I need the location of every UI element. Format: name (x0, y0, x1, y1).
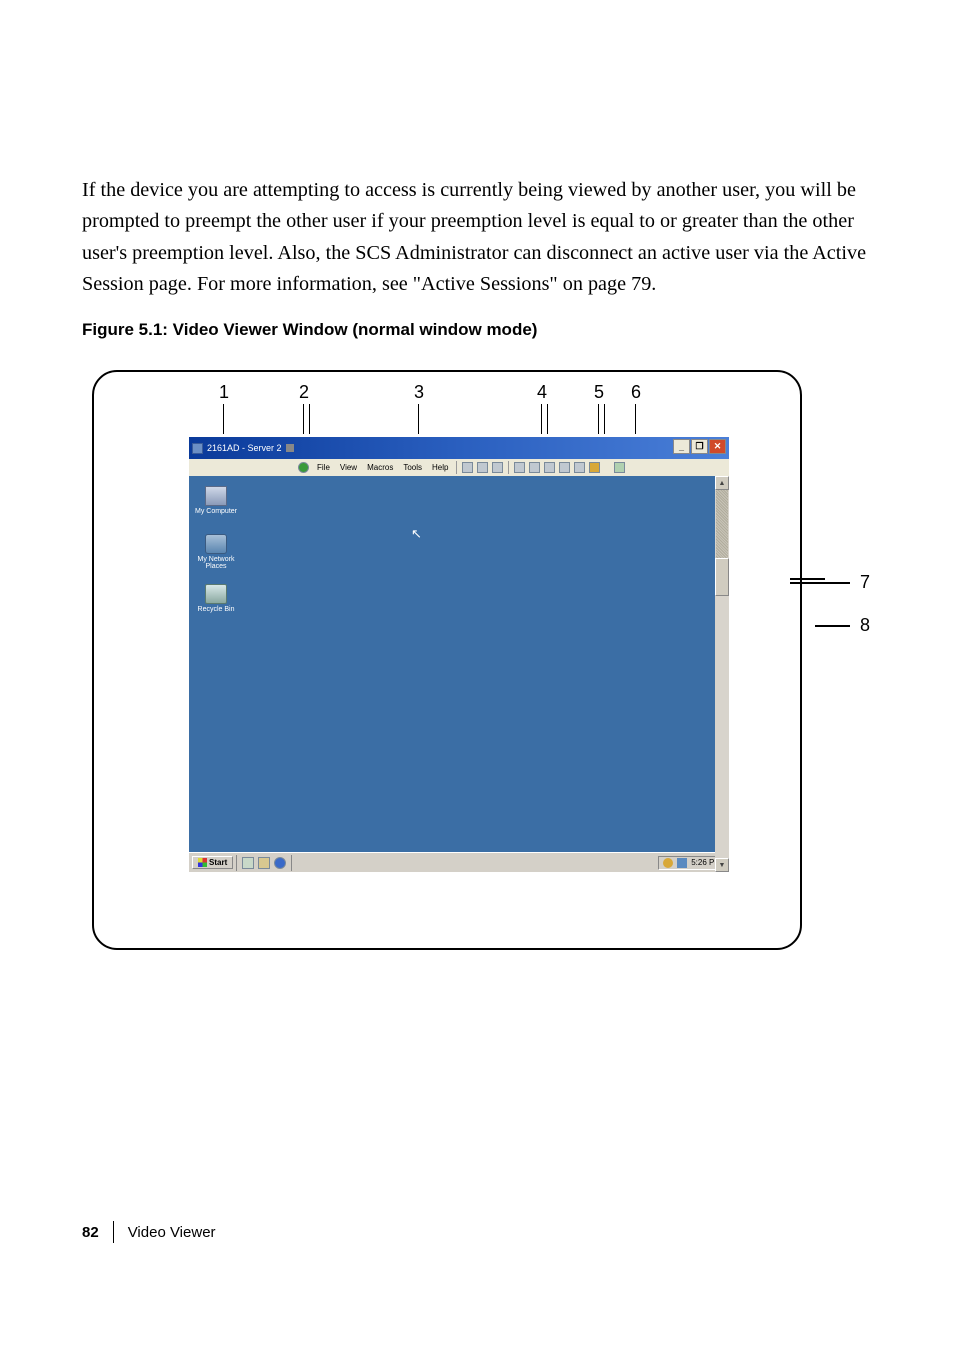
callout-7: 7 (860, 572, 870, 593)
callout-7-line (790, 582, 850, 583)
callout-5: 5 (594, 382, 604, 403)
callout-8: 8 (860, 615, 870, 636)
callout-8-line (815, 625, 850, 626)
align-local-cursor-icon[interactable] (462, 462, 473, 473)
tray-icon-2[interactable] (677, 858, 687, 868)
menu-help[interactable]: Help (427, 463, 453, 472)
callout-6-line (635, 404, 636, 434)
callouts-top: 1 2 3 4 5 6 (149, 382, 745, 437)
desktop-icon-recycle[interactable]: Recycle Bin (191, 584, 241, 613)
macro-button-icon[interactable] (514, 462, 525, 473)
show-desktop-icon[interactable] (242, 857, 254, 869)
callout-1: 1 (219, 382, 229, 403)
refresh-icon[interactable] (477, 462, 488, 473)
recycle-icon (205, 584, 227, 604)
ql-divider-2 (291, 855, 292, 871)
desktop-icon-label: Recycle Bin (191, 606, 241, 613)
minimize-button[interactable]: _ (673, 439, 690, 454)
video-viewer-window: 2161AD - Server 2 _ ❐ ✕ File View Macros… (189, 437, 729, 872)
page-number: 82 (82, 1224, 99, 1241)
section-name: Video Viewer (128, 1224, 216, 1241)
callout-1-line (223, 404, 224, 434)
window-buttons: _ ❐ ✕ (673, 439, 726, 454)
callout-7-line-b (790, 578, 825, 579)
callout-3: 3 (414, 382, 424, 403)
paragraph-text: If the device you are attempting to acce… (82, 175, 872, 300)
macro-button-icon-4[interactable] (559, 462, 570, 473)
callout-2-line-b (309, 404, 310, 434)
figure-container: 1 2 3 4 5 6 7 8 21 (92, 370, 802, 950)
callout-4-line-b (547, 404, 548, 434)
start-label: Start (209, 858, 227, 867)
menu-tools[interactable]: Tools (398, 463, 427, 472)
remote-desktop[interactable]: My Computer My Network Places Recycle Bi… (189, 476, 729, 872)
callout-6: 6 (631, 382, 641, 403)
outlook-icon[interactable] (258, 857, 270, 869)
full-screen-icon[interactable] (492, 462, 503, 473)
menu-macros[interactable]: Macros (362, 463, 398, 472)
callout-5-line (598, 404, 599, 434)
remote-taskbar[interactable]: Start 5:26 PM (189, 852, 729, 872)
window-title: 2161AD - Server 2 (207, 443, 282, 453)
callout-2: 2 (299, 382, 309, 403)
thumbtack-icon[interactable] (286, 444, 294, 452)
toolbar-divider (456, 461, 457, 474)
callout-3-line (418, 404, 419, 434)
single-cursor-icon[interactable] (574, 462, 585, 473)
ql-divider (236, 855, 237, 871)
app-icon (192, 443, 203, 454)
viewer-scrollbar[interactable]: ▲ ▼ (715, 476, 729, 872)
cursor-icon: ↖ (411, 526, 422, 542)
ie-icon[interactable] (274, 857, 286, 869)
screenshot-icon[interactable] (589, 462, 600, 473)
netplaces-icon (205, 534, 227, 554)
close-button[interactable]: ✕ (709, 439, 726, 454)
window-titlebar[interactable]: 2161AD - Server 2 _ ❐ ✕ (189, 437, 729, 459)
desktop-icon-mycomputer[interactable]: My Computer (191, 486, 241, 515)
macro-button-icon-3[interactable] (544, 462, 555, 473)
desktop-icon-label: My Network Places (191, 556, 241, 570)
macro-button-icon-2[interactable] (529, 462, 540, 473)
desktop-icon-label: My Computer (191, 508, 241, 515)
scroll-thumb[interactable] (715, 558, 729, 596)
figure-caption: Figure 5.1: Video Viewer Window (normal … (82, 320, 872, 340)
scroll-up-button[interactable]: ▲ (715, 476, 729, 490)
toolbar-divider-2 (508, 461, 509, 474)
menu-file[interactable]: File (312, 463, 335, 472)
virtual-media-icon[interactable] (614, 462, 625, 473)
mycomputer-icon (205, 486, 227, 506)
maximize-button[interactable]: ❐ (691, 439, 708, 454)
callout-5-line-b (604, 404, 605, 434)
page-footer: 82 Video Viewer (82, 1221, 216, 1243)
menu-view[interactable]: View (335, 463, 362, 472)
callout-4: 4 (537, 382, 547, 403)
footer-divider (113, 1221, 114, 1243)
menu-toolbar: File View Macros Tools Help (189, 459, 729, 476)
connection-status-icon (298, 462, 309, 473)
scroll-down-button[interactable]: ▼ (715, 858, 729, 872)
callout-2-line (303, 404, 304, 434)
tray-icon-1[interactable] (663, 858, 673, 868)
start-button[interactable]: Start (192, 856, 233, 869)
desktop-icon-network[interactable]: My Network Places (191, 534, 241, 570)
windows-flag-icon (198, 858, 207, 867)
callout-4-line (541, 404, 542, 434)
scroll-track[interactable] (716, 490, 728, 558)
